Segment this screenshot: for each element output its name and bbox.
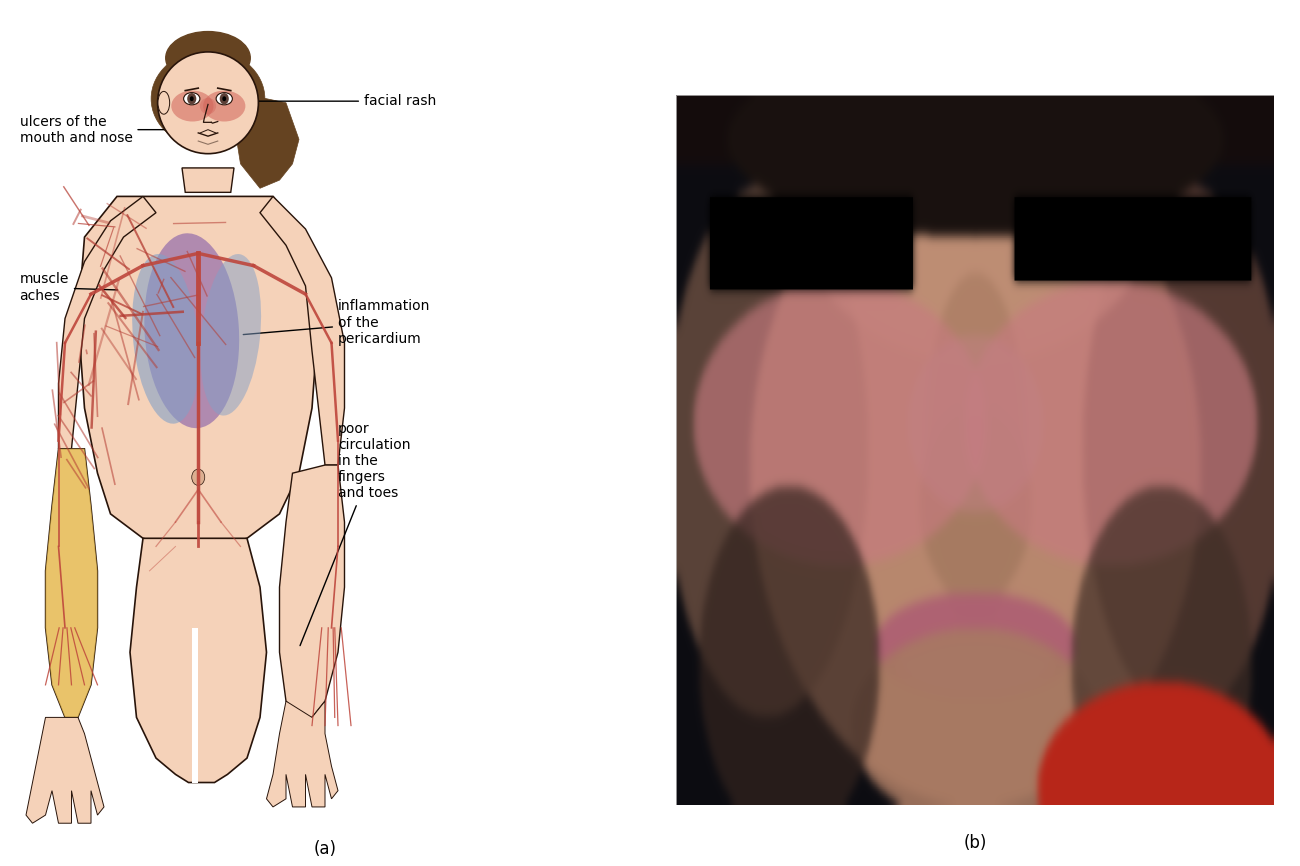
Polygon shape [234, 94, 299, 188]
Ellipse shape [187, 93, 196, 105]
Polygon shape [266, 701, 338, 807]
Ellipse shape [200, 254, 261, 416]
Text: muscle
aches: muscle aches [20, 273, 117, 303]
Text: facial rash: facial rash [238, 94, 437, 108]
Ellipse shape [166, 31, 250, 85]
Ellipse shape [216, 93, 233, 105]
Ellipse shape [192, 469, 205, 485]
Ellipse shape [220, 93, 229, 105]
Ellipse shape [133, 254, 199, 423]
Ellipse shape [159, 92, 169, 114]
Polygon shape [182, 168, 234, 192]
Ellipse shape [190, 96, 194, 101]
Polygon shape [26, 717, 104, 824]
Polygon shape [58, 197, 156, 449]
Ellipse shape [200, 98, 216, 114]
Ellipse shape [203, 91, 246, 121]
Ellipse shape [183, 93, 200, 105]
Text: poor
circulation
in the
fingers
and toes: poor circulation in the fingers and toes [300, 422, 411, 646]
Ellipse shape [144, 233, 239, 428]
Ellipse shape [157, 52, 259, 153]
Polygon shape [130, 539, 266, 783]
Ellipse shape [222, 96, 226, 101]
Polygon shape [46, 449, 98, 717]
Text: ulcers of the
mouth and nose: ulcers of the mouth and nose [20, 114, 192, 145]
Ellipse shape [172, 91, 213, 121]
Polygon shape [78, 197, 318, 546]
Polygon shape [46, 449, 98, 717]
Polygon shape [260, 197, 344, 465]
Text: (a): (a) [313, 839, 337, 857]
Text: (b): (b) [963, 834, 987, 852]
Ellipse shape [151, 50, 265, 147]
Text: inflammation
of the
pericardium: inflammation of the pericardium [243, 300, 430, 346]
Polygon shape [280, 465, 344, 717]
Polygon shape [192, 628, 198, 783]
